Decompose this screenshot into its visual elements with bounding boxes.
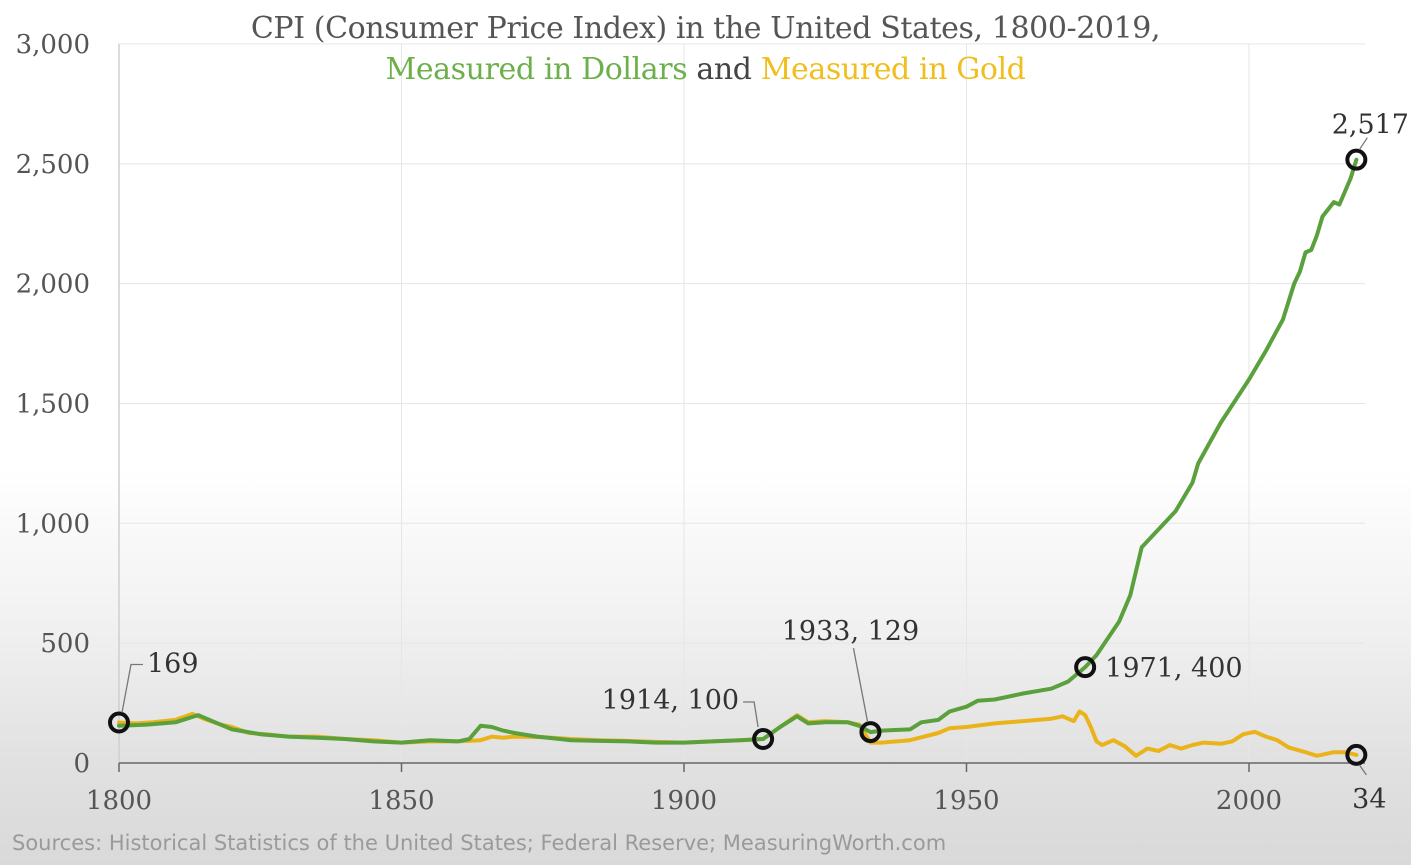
chart-title: CPI (Consumer Price Index) in the United…	[0, 8, 1411, 90]
annotation-label: 34	[1352, 784, 1386, 815]
chart-title-line2: Measured in Dollars and Measured in Gold	[0, 49, 1411, 90]
annotation-leader	[852, 647, 869, 722]
data-marker	[108, 711, 130, 734]
data-marker	[859, 721, 882, 744]
data-marker	[1074, 656, 1097, 679]
title-and: and	[687, 52, 761, 87]
data-marker	[1345, 743, 1368, 766]
y-tick-label: 0	[73, 749, 90, 779]
annotation-leader	[1358, 764, 1367, 776]
chart-title-line1: CPI (Consumer Price Index) in the United…	[250, 11, 1161, 46]
annotation-label: 2,517	[1332, 110, 1409, 141]
x-tick-label: 1900	[651, 786, 717, 816]
annotation-leader	[1358, 137, 1368, 151]
annotations: 169 1914, 100 1933, 129 1971, 400 2,517 34	[121, 110, 1409, 815]
annotation-leader	[743, 701, 759, 728]
series-line-gold	[117, 709, 1359, 758]
title-dollars-legend: Measured in Dollars	[385, 52, 688, 87]
y-tick-label: 2,000	[16, 270, 90, 300]
y-tick-label: 2,500	[16, 150, 90, 180]
axes: 0 500 1,000 1,500 2,000 2,500 3,000 1800 1850 190…	[16, 30, 1365, 816]
annotation-label: 169	[147, 648, 199, 679]
annotation-label: 1914, 100	[602, 685, 739, 716]
x-tick-label: 1800	[86, 786, 152, 816]
data-marker	[752, 728, 775, 751]
markers	[108, 148, 1368, 766]
title-gold-legend: Measured in Gold	[760, 52, 1026, 87]
y-tick-label: 1,500	[16, 389, 90, 419]
x-tick-label: 1850	[368, 786, 434, 816]
annotation-leader	[121, 663, 143, 713]
annotation-label: 1971, 400	[1105, 653, 1242, 684]
source-note: Sources: Historical Statistics of the Un…	[12, 831, 947, 855]
y-tick-label: 500	[40, 629, 90, 659]
series-line-dollars	[117, 157, 1359, 745]
x-tick-label: 1950	[933, 786, 999, 816]
annotation-label: 1933, 129	[782, 616, 919, 647]
y-tick-label: 3,000	[16, 30, 90, 60]
x-tick-label: 2000	[1216, 786, 1282, 816]
data-marker	[1345, 148, 1368, 171]
gridlines	[119, 43, 1365, 763]
y-tick-label: 1,000	[16, 509, 90, 539]
